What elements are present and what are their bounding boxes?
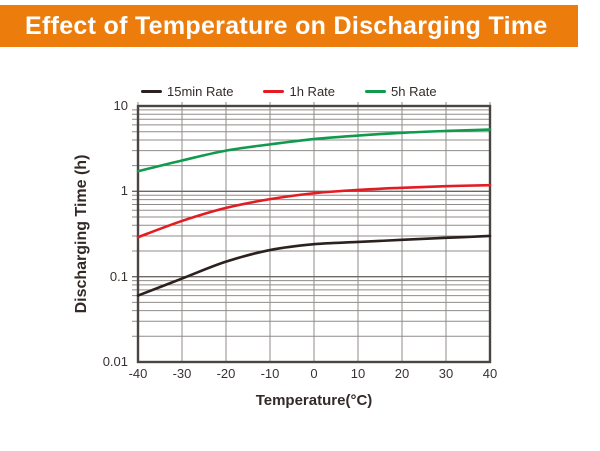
page-title: Effect of Temperature on Discharging Tim…: [25, 11, 548, 40]
x-tick-label: -40: [128, 366, 148, 381]
x-tick-label: 0: [310, 366, 318, 381]
x-tick-label: -10: [260, 366, 280, 381]
legend-swatch-icon: [263, 89, 285, 93]
x-axis-title: Temperature(°C): [255, 392, 373, 409]
y-axis-title: Discharging Time (h): [73, 154, 90, 314]
legend-label: 15min Rate: [167, 83, 234, 99]
y-tick-label: 1: [120, 183, 128, 199]
legend-label: 1h Rate: [289, 83, 336, 99]
x-tick-label: 30: [438, 366, 454, 381]
y-tick-label: 0.01: [102, 354, 128, 369]
series-line-1h-rate: [136, 183, 492, 239]
legend-item-1h-rate: 1h Rate: [263, 84, 335, 99]
x-tick-label: -20: [216, 366, 236, 381]
y-tick-label: 10: [113, 98, 128, 113]
x-tick-label: 40: [482, 366, 498, 381]
x-tick-label: 10: [350, 366, 366, 381]
series-line-5h-rate: [136, 128, 492, 173]
x-tick-label: -30: [172, 366, 192, 381]
legend-swatch-icon: [141, 89, 162, 93]
title-banner: Effect of Temperature on Discharging Tim…: [0, 5, 578, 47]
legend-label: 5h Rate: [391, 83, 437, 99]
plot-border: [136, 104, 492, 364]
x-tick-label: 20: [394, 366, 410, 381]
legend-item-15min-rate: 15min Rate: [141, 84, 233, 99]
series-line-15min-rate: [136, 234, 492, 297]
y-tick-label: 0.1: [109, 268, 128, 284]
legend-swatch-icon: [365, 89, 387, 93]
chart-legend: 15min Rate 1h Rate 5h Rate: [141, 83, 437, 99]
legend-item-5h-rate: 5h Rate: [365, 84, 437, 99]
